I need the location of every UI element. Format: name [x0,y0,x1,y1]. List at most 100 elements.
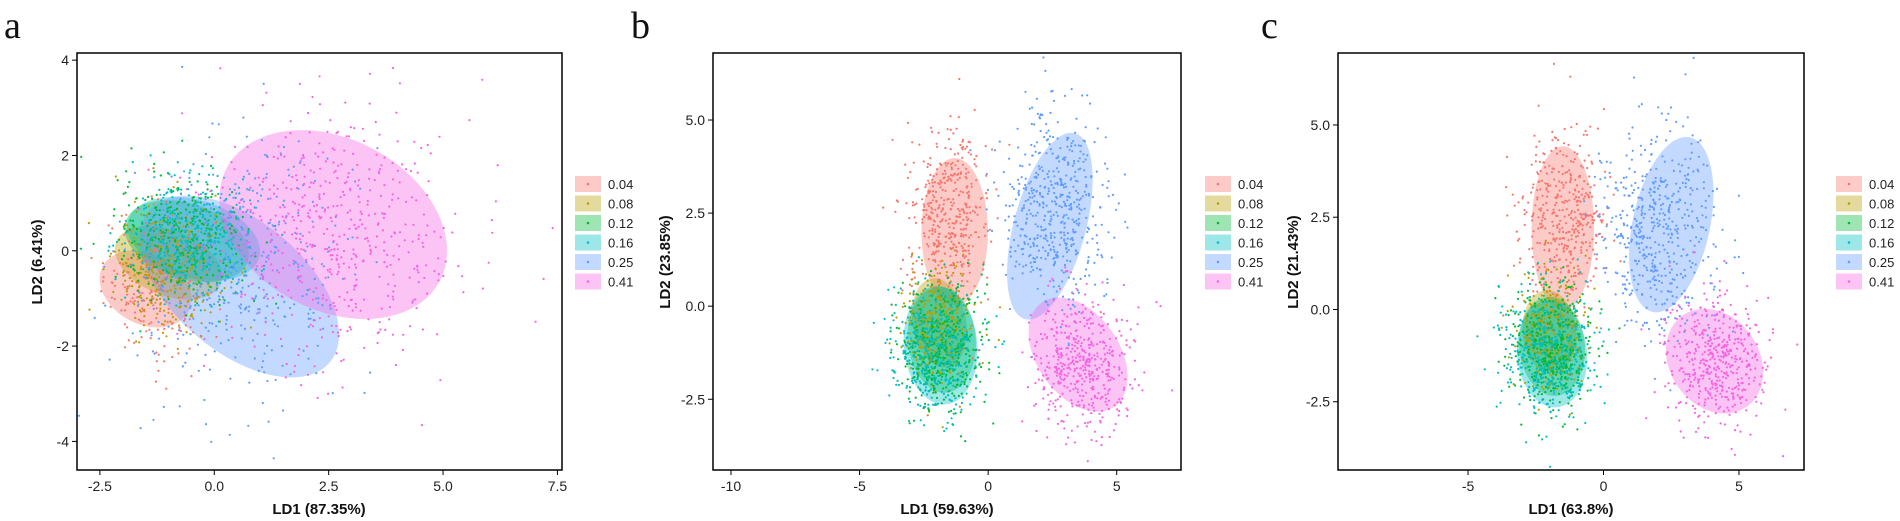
data-point [939,335,942,338]
data-point [166,250,170,253]
data-point [1015,260,1018,263]
data-point [223,299,226,302]
data-point [967,194,970,197]
data-point [216,210,220,213]
data-point [247,424,250,427]
data-point [138,341,141,344]
data-point [155,307,158,310]
data-point [166,218,170,221]
data-point [281,364,284,367]
data-point [954,329,957,332]
data-point [1028,338,1031,341]
data-point [962,335,965,338]
data-point [349,126,352,129]
data-point [1047,210,1050,213]
data-point [1068,196,1071,199]
data-point [305,260,308,264]
data-point [302,153,305,157]
data-point [1028,182,1031,185]
data-point [188,238,191,241]
data-point [120,214,123,217]
data-point [375,153,378,156]
data-point [981,343,984,346]
data-point [171,211,174,214]
data-point [1045,152,1048,155]
legend-dot [1216,182,1220,186]
data-point [1103,341,1106,344]
data-point [243,267,246,270]
data-point [313,179,317,182]
data-point [309,169,312,172]
data-point [1033,145,1036,148]
data-point [239,206,242,209]
data-point [950,179,953,182]
data-point [136,289,139,292]
legend-dot [586,260,590,264]
data-point [213,239,216,242]
data-point [416,171,419,174]
data-point [918,355,922,358]
data-point [920,263,924,266]
panel-b-x-axis-title: LD1 (59.63%) [900,501,993,518]
data-point [379,328,382,331]
data-point [949,115,952,118]
data-point [955,245,958,249]
data-point [944,375,947,378]
data-point [108,255,111,258]
data-point [220,250,223,253]
data-point [1041,169,1044,172]
data-point [916,329,919,332]
data-point [309,323,312,326]
data-point [159,174,162,177]
data-point [152,266,155,269]
data-point [1068,148,1071,151]
data-point [1063,226,1066,229]
data-point [1076,391,1079,394]
data-point [249,247,252,250]
data-point [952,132,955,135]
data-point [169,257,172,261]
data-point [963,333,966,336]
data-point [251,282,255,285]
data-point [247,230,250,233]
data-point [155,206,158,209]
data-point [201,165,204,168]
data-point [231,243,234,246]
data-point [298,161,301,165]
data-point [187,287,190,290]
data-point [166,261,169,264]
data-point [916,331,919,334]
data-point [237,278,240,281]
data-point [170,254,173,257]
data-point [176,189,179,192]
data-point [187,194,190,197]
data-point [938,232,942,235]
data-point [227,270,230,273]
data-point [1065,251,1068,254]
data-point [1053,260,1056,263]
data-point [257,200,260,203]
data-point [343,182,347,185]
data-point [1069,307,1072,310]
data-point [363,139,366,143]
data-point [1071,150,1074,153]
data-point [928,182,931,185]
data-point [438,135,441,138]
data-point [960,232,963,235]
data-point [158,271,161,274]
data-point [288,306,292,310]
data-point [116,272,119,276]
data-point [199,309,202,312]
data-point [920,309,923,312]
data-point [222,302,226,305]
data-point [949,335,953,338]
data-point [1061,309,1064,312]
x-tick-label: -2.5 [88,478,112,494]
data-point [188,275,191,278]
data-point [908,217,911,220]
data-point [1081,377,1084,380]
data-point [1081,389,1084,392]
data-point [1051,386,1054,389]
data-point [235,261,238,264]
